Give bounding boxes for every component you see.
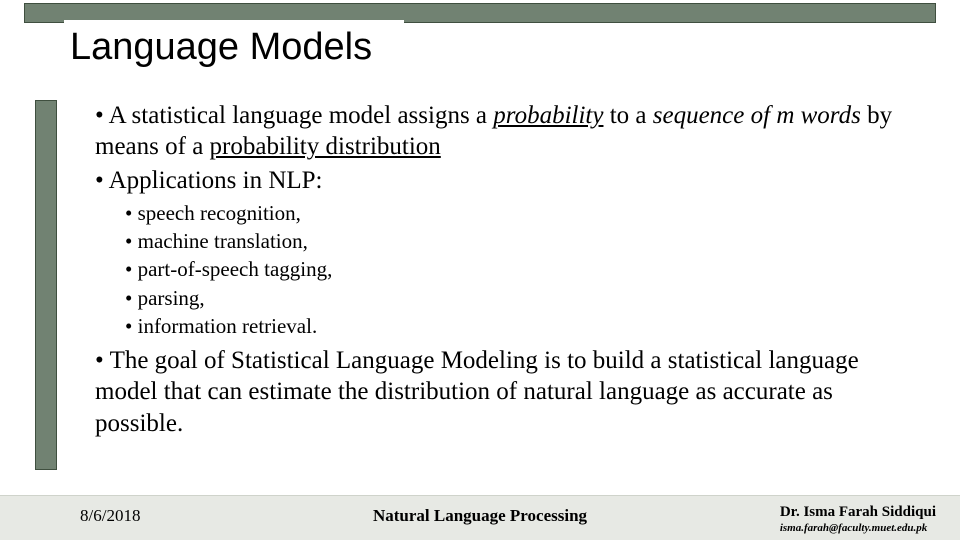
bullet-list-level1: A statistical language model assigns a p… bbox=[95, 100, 920, 196]
footer-author-email: isma.farah@faculty.muet.edu.pk bbox=[780, 522, 927, 534]
bullet-list-level2: speech recognition, machine translation,… bbox=[125, 200, 920, 339]
slide-title: Language Models bbox=[70, 26, 372, 69]
footer-author-block: Dr. Isma Farah Siddiqui isma.farah@facul… bbox=[780, 504, 936, 534]
emphasized-term: sequence of m words bbox=[653, 102, 861, 129]
emphasized-term: probability distribution bbox=[210, 133, 441, 160]
emphasized-term: probability bbox=[493, 102, 603, 129]
bullet-item: A statistical language model assigns a p… bbox=[95, 100, 920, 163]
bullet-subitem: speech recognition, bbox=[125, 200, 920, 226]
bullet-item: The goal of Statistical Language Modelin… bbox=[95, 345, 920, 439]
bullet-subitem: part-of-speech tagging, bbox=[125, 256, 920, 282]
text-fragment: to a bbox=[603, 102, 652, 129]
slide: Language Models A statistical language m… bbox=[0, 0, 960, 540]
bullet-subitem: machine translation, bbox=[125, 228, 920, 254]
text-fragment: A statistical language model assigns a bbox=[109, 102, 494, 129]
footer-bar: 8/6/2018 Natural Language Processing Dr.… bbox=[0, 495, 960, 540]
bullet-item: Applications in NLP: bbox=[95, 165, 920, 196]
slide-body: A statistical language model assigns a p… bbox=[95, 100, 920, 443]
left-bar-decoration bbox=[35, 100, 57, 470]
bullet-list-level1: The goal of Statistical Language Modelin… bbox=[95, 345, 920, 439]
footer-author-name: Dr. Isma Farah Siddiqui bbox=[780, 504, 936, 521]
bullet-subitem: parsing, bbox=[125, 285, 920, 311]
bullet-subitem: information retrieval. bbox=[125, 313, 920, 339]
